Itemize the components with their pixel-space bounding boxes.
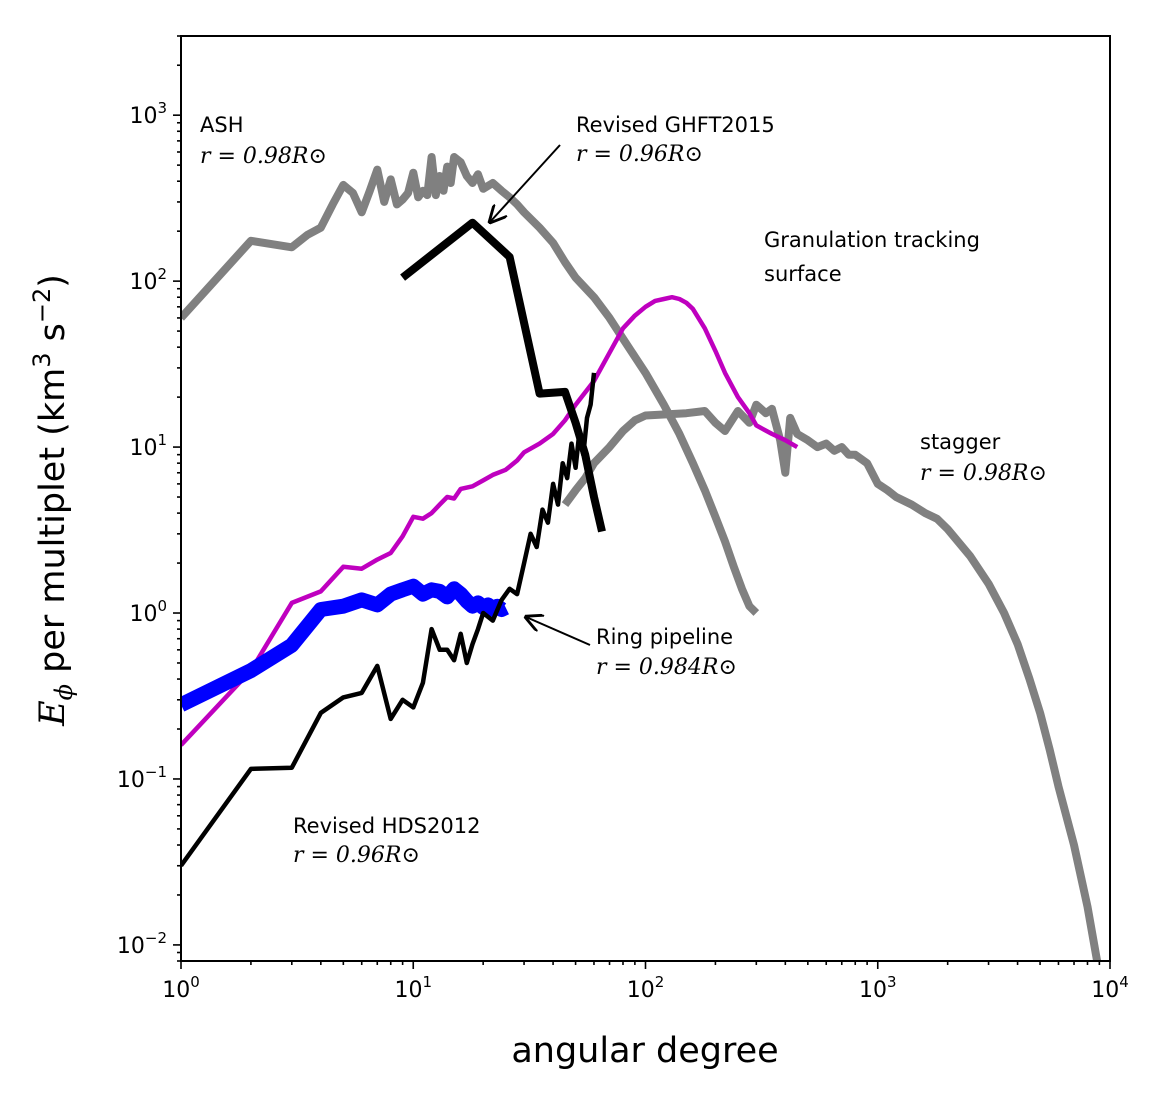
annotation-stagger-label: stagger bbox=[920, 430, 1001, 454]
annotation-ash-label: ASH bbox=[200, 113, 244, 137]
annotation-ring-label: Ring pipeline bbox=[596, 625, 733, 649]
x-tick-label: 104 bbox=[1091, 973, 1129, 1003]
annotation-ghft-label: Revised GHFT2015 bbox=[576, 113, 775, 137]
series-line-ash bbox=[181, 153, 760, 616]
y-axis-title-sup2: −2 bbox=[28, 288, 56, 323]
y-axis-title-e: E bbox=[33, 700, 73, 727]
annotation-ring: Ring pipeline r = 0.984R⊙ bbox=[526, 617, 737, 680]
annotation-ghft-arrow bbox=[490, 144, 561, 222]
annotation-ring-arrow bbox=[526, 617, 591, 646]
annotation-stagger-formula: r = 0.98R⊙ bbox=[920, 461, 1047, 486]
y-axis-title: Eϕ per multiplet (km3 s−2) bbox=[28, 274, 78, 727]
plot-frame bbox=[180, 35, 1111, 962]
y-axis-title-end: ) bbox=[33, 274, 73, 288]
annotation-granulation-line1: Granulation tracking bbox=[764, 228, 980, 252]
x-tick-label: 100 bbox=[162, 973, 200, 1003]
series-line-revised-ghft2015 bbox=[400, 218, 606, 533]
annotation-hds-formula: r = 0.96R⊙ bbox=[293, 843, 420, 868]
annotation-ghft: Revised GHFT2015 r = 0.96R⊙ bbox=[490, 113, 775, 222]
x-tick-label: 103 bbox=[859, 973, 897, 1003]
y-tick-label: 103 bbox=[129, 99, 167, 129]
annotation-ghft-formula: r = 0.96R⊙ bbox=[576, 142, 703, 167]
annotation-hds: Revised HDS2012 r = 0.96R⊙ bbox=[293, 814, 480, 868]
series-line-stagger bbox=[561, 400, 1102, 961]
x-tick-label: 101 bbox=[394, 973, 432, 1003]
series-line-granulation-tracking-surface bbox=[181, 294, 799, 747]
annotation-hds-label: Revised HDS2012 bbox=[293, 814, 480, 838]
series-line-ring-pipeline bbox=[181, 578, 510, 712]
annotation-ash: ASH r = 0.98R⊙ bbox=[200, 113, 327, 169]
y-axis-title-sub: ϕ bbox=[50, 684, 78, 700]
x-axis-title: angular degree bbox=[511, 1031, 778, 1071]
series-layer bbox=[181, 153, 1102, 961]
tick-layer: 100 101 102 103 104 10−2 10−1 100 101 102 103 bbox=[117, 35, 1129, 1003]
annotation-ring-formula: r = 0.984R⊙ bbox=[596, 655, 737, 680]
x-tick-label: 102 bbox=[627, 973, 665, 1003]
y-tick-label: 10−1 bbox=[117, 763, 167, 793]
annotation-granulation-line2: surface bbox=[764, 262, 842, 286]
y-axis-title-mid: per multiplet (km bbox=[33, 368, 73, 684]
y-tick-label: 10−2 bbox=[117, 929, 167, 959]
y-tick-label: 100 bbox=[129, 597, 167, 627]
y-tick-label: 102 bbox=[129, 265, 167, 295]
series-line-revised-hds2012 bbox=[181, 372, 597, 868]
annotation-granulation: Granulation tracking surface bbox=[764, 228, 980, 286]
y-axis-title-sup1: 3 bbox=[28, 353, 56, 368]
y-tick-label: 101 bbox=[129, 431, 167, 461]
annotation-stagger: stagger r = 0.98R⊙ bbox=[920, 430, 1047, 486]
annotation-ash-formula: r = 0.98R⊙ bbox=[200, 144, 327, 169]
y-axis-title-s: s bbox=[33, 323, 73, 352]
